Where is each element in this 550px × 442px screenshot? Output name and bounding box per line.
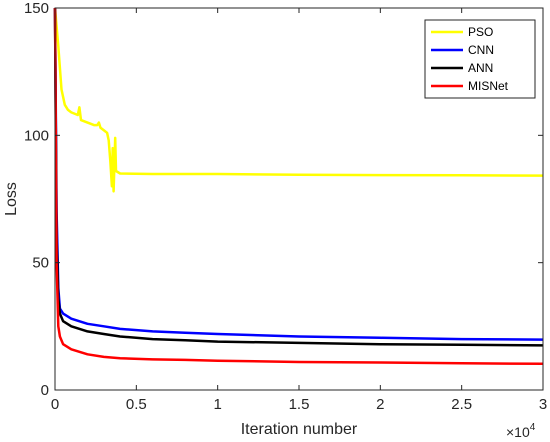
y-tick-label: 50: [32, 255, 49, 272]
x-axis-label: Iteration number: [241, 421, 358, 438]
x-axis-exponent-power: 4: [530, 422, 536, 433]
legend-label: ANN: [468, 61, 493, 75]
legend: PSO CNN ANN MISNet: [424, 19, 536, 99]
y-tick-label: 0: [41, 382, 49, 399]
x-tick-label: 0: [51, 396, 59, 413]
axes-layer: 0 0.5 1 1.5 2 2.5 3 0 50 100 150: [24, 0, 547, 413]
x-tick-label: 1: [213, 396, 221, 413]
x-axis-exponent: ×104: [506, 422, 536, 440]
x-tick-label: 2.5: [451, 396, 472, 413]
legend-label: MISNet: [468, 79, 509, 93]
series-line-4: [53, 7, 544, 366]
x-tick-label: 2: [376, 396, 384, 413]
legend-label: PSO: [468, 25, 493, 39]
y-tick-label: 150: [24, 0, 49, 17]
x-axis-exponent-base: ×10: [506, 424, 530, 440]
legend-label: CNN: [468, 43, 494, 57]
series-line-3: [53, 7, 544, 347]
x-tick-label: 3: [539, 396, 547, 413]
x-tick-label: 0.5: [126, 396, 147, 413]
series-layer: [53, 7, 544, 366]
y-tick-label: 100: [24, 127, 49, 144]
x-tick-label: 1.5: [289, 396, 310, 413]
series-line-1: [53, 7, 544, 193]
y-axis-label: Loss: [3, 182, 20, 216]
